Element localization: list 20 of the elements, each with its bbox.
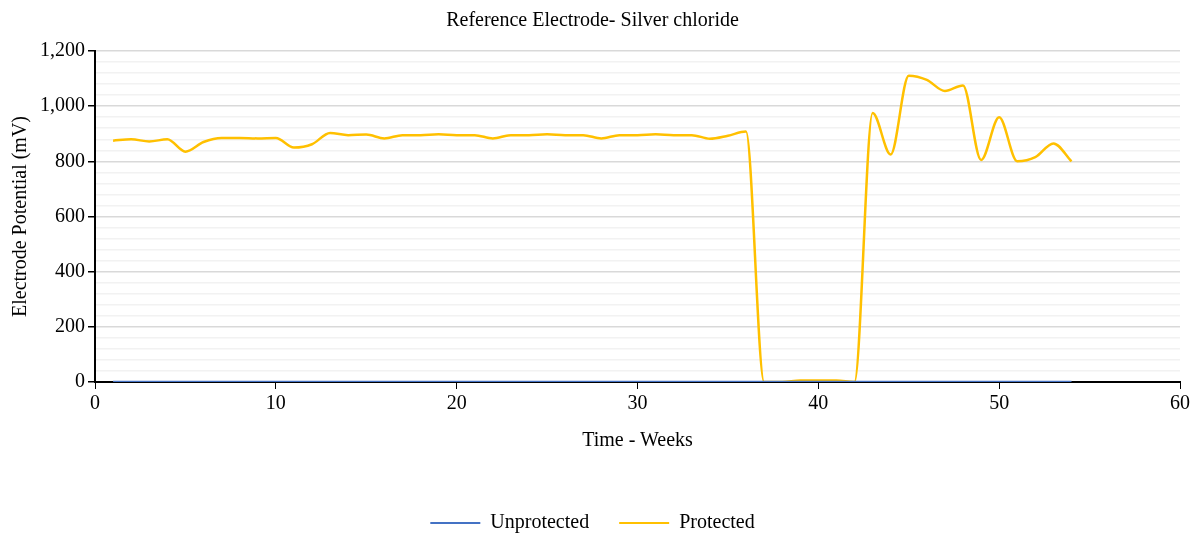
line-series [111, 74, 1073, 382]
y-tick-label: 1,000 [40, 93, 85, 116]
y-tick-label: 400 [55, 258, 85, 281]
x-tick-label: 40 [808, 391, 829, 414]
y-tick-label: 0 [75, 369, 85, 392]
x-tick-label: 50 [989, 391, 1010, 414]
x-tick-label: 10 [265, 391, 286, 414]
y-axis-title: Electrode Potential (mV) [8, 115, 32, 318]
legend-label: Unprotected [490, 510, 590, 534]
legend-label: Protected [679, 510, 755, 533]
x-tick-label: 30 [627, 391, 648, 414]
x-tick-label: 60 [1170, 391, 1190, 414]
y-tick-label: 600 [55, 203, 85, 226]
y-tick-label: 800 [55, 148, 85, 171]
y-tick-label: 1,200 [40, 38, 85, 61]
x-tick-label: 0 [90, 391, 100, 414]
x-axis-title: Time - Weeks [582, 428, 694, 451]
x-tick-label: 20 [446, 391, 467, 414]
y-tick-label: 200 [55, 314, 85, 337]
chart-title: Reference Electrode- Silver chloride [446, 8, 739, 31]
